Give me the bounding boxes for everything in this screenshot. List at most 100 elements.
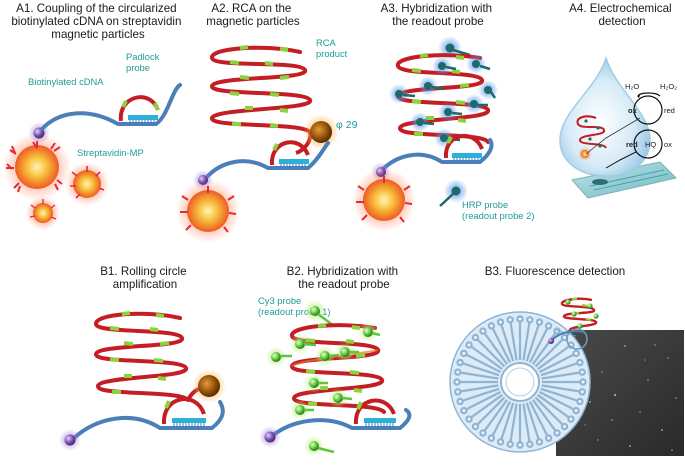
a4-title-line-2: detection (598, 15, 645, 28)
disc-channel (462, 387, 500, 402)
free-hrp-probe (439, 179, 468, 207)
disc-channel (534, 338, 564, 368)
disc-chamber (578, 368, 586, 376)
panel-a4: H₂O H₂O₂ ox red red HQ ox (559, 55, 677, 199)
h2o-label: H₂O (625, 82, 639, 91)
disc-channel (540, 362, 578, 377)
rca-label-line-2: product (316, 48, 348, 59)
disc-chamber (578, 388, 586, 396)
streptavidin-mp-label: Streptavidin-MP (77, 147, 144, 158)
b1-title-line-2: amplification (113, 278, 177, 291)
disc-chamber (456, 358, 464, 367)
disc-channel (509, 322, 518, 361)
disc-chamber (544, 322, 553, 330)
b1-title-line-1: B1. Rolling circle (100, 265, 186, 278)
a3-title: A3. Hybridization with the readout probe (381, 2, 496, 28)
disc-chamber (576, 397, 584, 406)
padlock-label-line-2: probe (126, 62, 150, 73)
disc-channel (522, 322, 531, 361)
disc-chamber (453, 378, 461, 386)
disc-channel (541, 384, 580, 393)
disc-chamber (526, 316, 534, 324)
cy3-probe-label: Cy3 probe (readout probe 1) (258, 295, 330, 317)
ox-right-label: ox (664, 140, 672, 149)
disc-chamber (516, 315, 524, 323)
b1-phi29 (198, 375, 220, 397)
disc-channel (541, 371, 580, 380)
phi29-polymerase (310, 121, 332, 143)
disc-channel (460, 384, 499, 393)
disc-chamber (471, 333, 480, 342)
a4-title-line-1: A4. Electrochemical (569, 2, 671, 15)
disc-channel (537, 345, 570, 370)
disc-channel (483, 399, 508, 432)
b1-title: B1. Rolling circle amplification (100, 265, 190, 291)
disc-chamber (487, 434, 496, 442)
a2-particle (176, 179, 240, 243)
disc-chamber (544, 434, 553, 442)
hrp-label-line-1: HRP probe (462, 199, 508, 210)
disc-chamber (454, 368, 462, 376)
droplet-rca-coil (576, 115, 607, 149)
disc-channel (476, 338, 506, 368)
disc-chamber (553, 429, 561, 437)
a1-title-line-3: magnetic particles (51, 28, 145, 41)
disc-chamber (456, 397, 464, 406)
disc-chamber (465, 341, 473, 349)
disc-channel (522, 403, 531, 442)
disc-chamber (496, 318, 505, 326)
hrp-probe-label: HRP probe (readout probe 2) (462, 199, 534, 221)
disc-channel (476, 396, 506, 426)
a4-title: A4. Electrochemical detection (569, 2, 675, 28)
a3-title-line-1: A3. Hybridization with (381, 2, 492, 15)
rca-product-coil (209, 45, 313, 134)
disc-channel (539, 391, 574, 411)
disc-chamber (535, 438, 544, 446)
panel-b1 (59, 311, 226, 451)
a3-title-line-2: the readout probe (392, 15, 484, 28)
panel-a3: HRP probe (readout probe 2) (352, 36, 534, 232)
disc-chamber (454, 388, 462, 396)
cy3-probes-bound (266, 322, 381, 420)
a2-title-line-2: magnetic particles (206, 15, 300, 28)
disc-channel (500, 324, 515, 362)
rca-product-label: RCA product (316, 37, 348, 59)
ox-left-label: ox (628, 106, 638, 115)
disc-chamber (506, 316, 514, 324)
panel-b3 (449, 297, 684, 456)
biotinylated-cdna-strand (40, 83, 182, 131)
disc-channel (500, 402, 515, 440)
a1-title-line-2: biotinylated cDNA on streptavidin (11, 15, 181, 28)
a2-title: A2. RCA on the magnetic particles (206, 2, 300, 28)
disc-channel (532, 399, 557, 432)
disc-chamber (496, 438, 505, 446)
cy3-label-line-2: (readout probe 1) (258, 306, 330, 317)
disc-chamber (465, 415, 473, 423)
red-left-label: red (626, 140, 638, 149)
disc-channel (537, 394, 570, 419)
microfluidic-disc (449, 311, 591, 453)
b3-detail-highlight (566, 328, 588, 350)
panel-b2: Cy3 probe (readout probe 1) (258, 295, 412, 456)
disc-channel (466, 353, 501, 373)
phi29-label: φ 29 (336, 119, 358, 131)
disc-channel (539, 353, 574, 373)
disc-chamber (516, 441, 524, 449)
b3-rca-inset (548, 297, 599, 344)
b1-rca-coil (93, 311, 190, 402)
streptavidin-particle-medium (65, 162, 109, 206)
h2o2-label: H₂O₂ (660, 82, 677, 91)
b2-rca-coil (289, 323, 386, 414)
hrp-probes-bound (389, 54, 498, 148)
a2-title-line-1: A2. RCA on the (211, 2, 291, 15)
droplet (559, 55, 651, 177)
padlock-label-line-1: Padlock (126, 51, 160, 62)
hq-label: HQ (645, 140, 656, 149)
disc-channel (529, 328, 549, 363)
a3-particle (352, 168, 416, 232)
disc-channel (466, 391, 501, 411)
panel-a1: Padlock probe Biotinylated cDNA Streptav… (3, 51, 182, 230)
disc-channel (491, 401, 511, 436)
streptavidin-particle-small (26, 196, 60, 230)
